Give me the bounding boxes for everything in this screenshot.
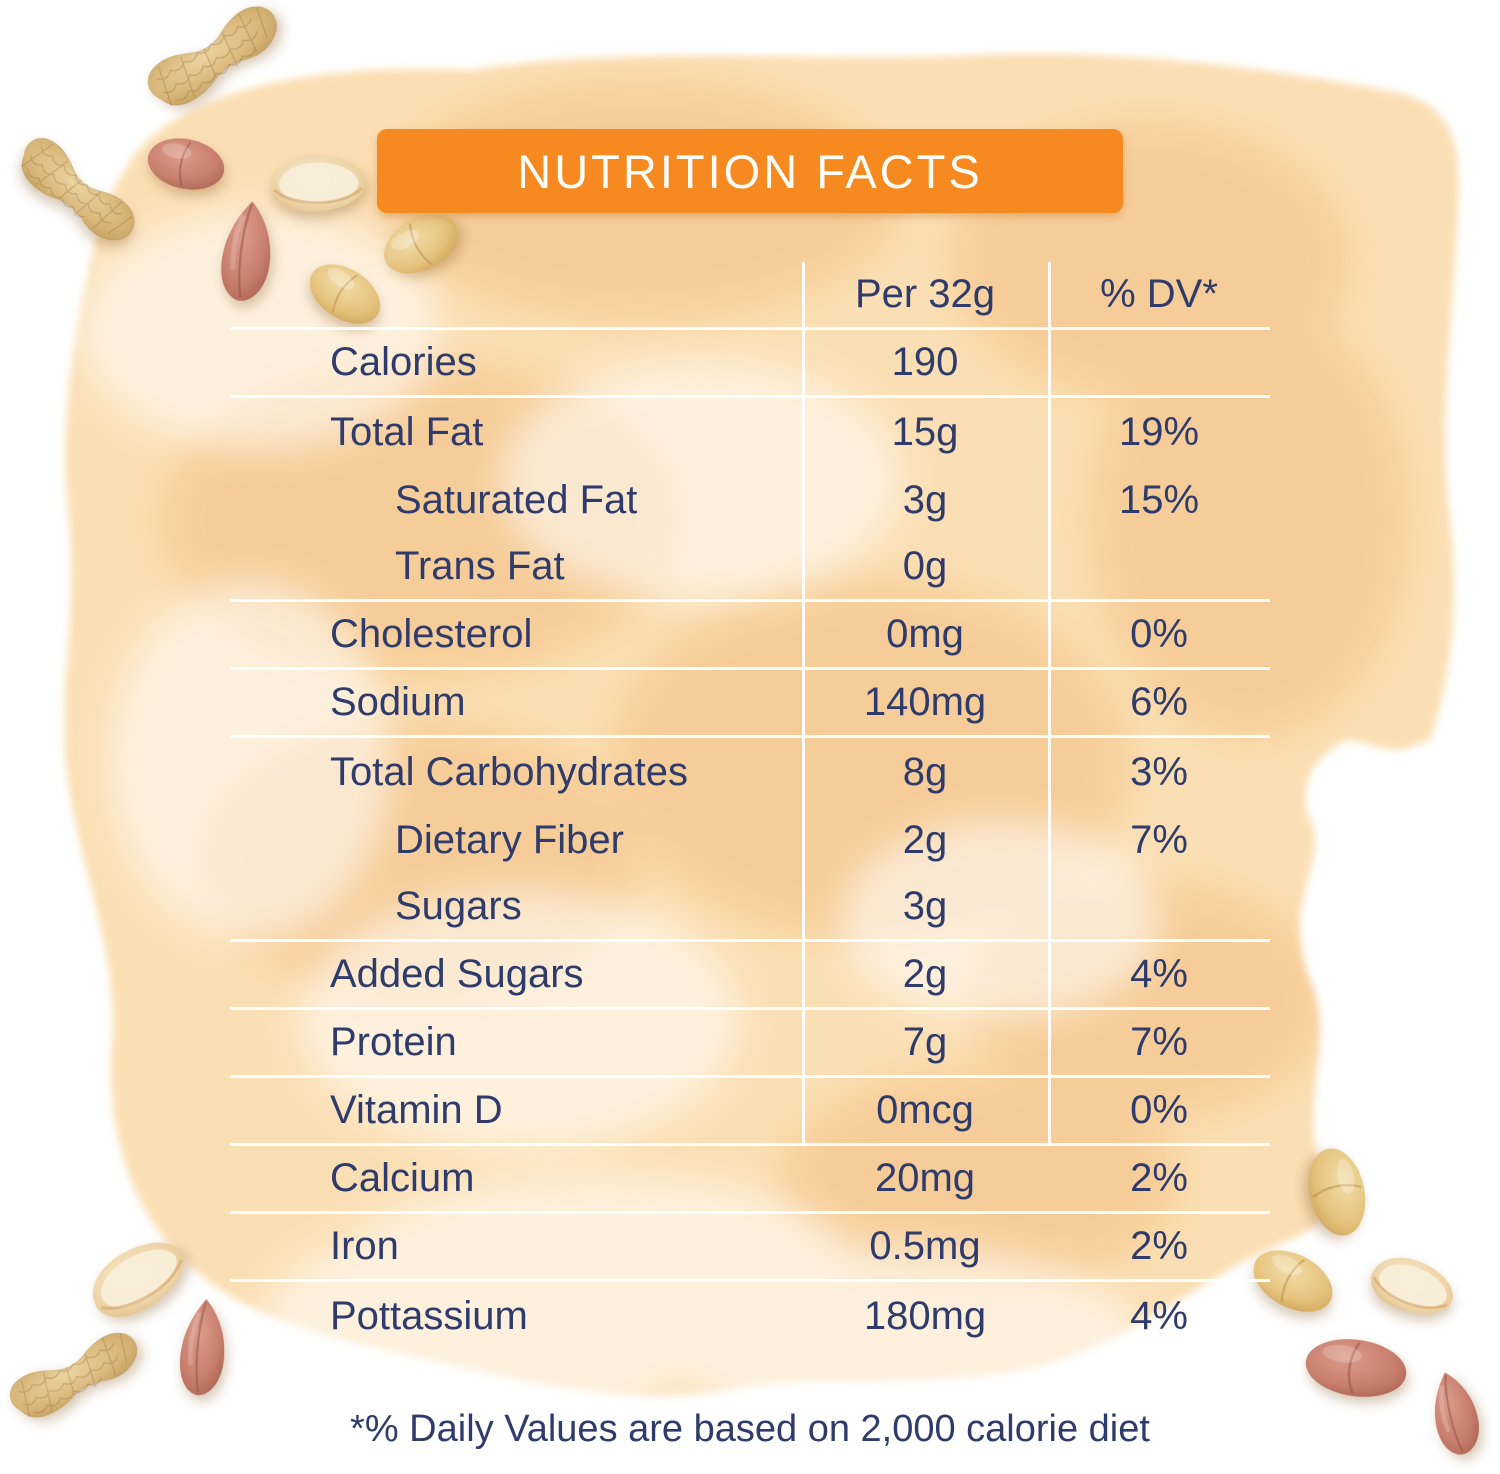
column-header-dv: % DV*: [1100, 272, 1218, 316]
row-label: Saturated Fat: [395, 477, 638, 522]
row-label: Dietary Fiber: [395, 817, 624, 862]
table-row-trans-fat: Trans Fat 0g: [230, 534, 1270, 602]
peanut-shell-image: [126, 0, 299, 129]
row-label: Total Carbohydrates: [330, 749, 688, 794]
peanut-kernel-blanched-image: [1238, 1232, 1348, 1330]
peanut-half-split-image: [260, 139, 377, 225]
table-row-total-fat: Total Fat 15g 19%: [230, 398, 1270, 466]
peanut-kernel-blanched-image: [294, 247, 396, 341]
column-header-serving: Per 32g: [854, 272, 996, 316]
peanut-kernel-blanched-image: [1296, 1138, 1379, 1245]
table-row-sodium: Sodium 140mg 6%: [230, 670, 1270, 738]
peanut-shell-image: [0, 1310, 157, 1438]
row-label: Added Sugars: [330, 952, 584, 996]
row-value: 20mg: [874, 1156, 976, 1200]
peanut-kernel-red-image: [139, 127, 233, 201]
row-dv: 15%: [1118, 477, 1200, 522]
table-row-saturated-fat: Saturated Fat 3g 15%: [230, 466, 1270, 534]
peanut-kernel-red-image: [1414, 1361, 1496, 1465]
row-label: Sugars: [395, 884, 522, 928]
table-row-protein: Protein 7g 7%: [230, 1010, 1270, 1078]
row-value: 180mg: [863, 1293, 987, 1338]
footnote: *% Daily Values are based on 2,000 calor…: [350, 1408, 1150, 1450]
row-value: 8g: [902, 749, 948, 794]
table-row-vitamin-d: Vitamin D 0mcg 0%: [230, 1078, 1270, 1146]
row-value: 2g: [902, 952, 948, 996]
row-label: Iron: [330, 1224, 399, 1268]
table-header-row: Per 32g % DV*: [230, 262, 1270, 330]
row-dv: 4%: [1130, 1293, 1188, 1338]
row-value: 190: [891, 340, 959, 384]
table-row-calcium: Calcium 20mg 2%: [230, 1146, 1270, 1214]
row-dv: 19%: [1118, 409, 1200, 454]
peanut-shell-image: [0, 116, 157, 265]
row-value: 0mcg: [876, 1088, 974, 1132]
row-label: Calories: [330, 340, 477, 384]
peanut-kernel-red-image: [1297, 1328, 1415, 1409]
row-dv: 0%: [1130, 1088, 1188, 1132]
table-row-pottassium: Pottassium 180mg 4%: [230, 1282, 1270, 1350]
row-dv: 2%: [1130, 1156, 1188, 1200]
row-value: 140mg: [863, 680, 987, 724]
nutrition-table: Per 32g % DV* Calories 190 Total Fat 15g…: [230, 262, 1270, 1350]
row-value: 7g: [902, 1020, 948, 1064]
row-value: 0.5mg: [869, 1224, 981, 1268]
row-label: Vitamin D: [330, 1088, 503, 1132]
row-value: 0mg: [886, 612, 964, 656]
row-dv: 2%: [1130, 1224, 1188, 1268]
table-row-iron: Iron 0.5mg 2%: [230, 1214, 1270, 1282]
row-value: 3g: [902, 477, 948, 522]
row-dv: 0%: [1130, 612, 1188, 656]
row-label: Trans Fat: [395, 544, 565, 588]
peanut-kernel-red-image: [167, 1292, 238, 1402]
row-dv: 7%: [1130, 817, 1188, 862]
table-row-total-carbohydrates: Total Carbohydrates 8g 3%: [230, 738, 1270, 806]
page-title: NUTRITION FACTS: [517, 144, 983, 198]
table-row-sugars: Sugars 3g: [230, 874, 1270, 942]
column-divider: [802, 262, 805, 1146]
row-label: Calcium: [330, 1156, 475, 1200]
row-label: Protein: [330, 1020, 457, 1064]
row-dv: 6%: [1130, 680, 1188, 724]
peanut-kernel-red-image: [206, 193, 287, 310]
row-dv: 7%: [1130, 1020, 1188, 1064]
row-dv: 4%: [1130, 952, 1188, 996]
row-dv: 3%: [1130, 749, 1188, 794]
title-banner: NUTRITION FACTS: [377, 129, 1123, 213]
row-label: Total Fat: [330, 409, 484, 454]
peanut-kernel-blanched-image: [369, 197, 473, 290]
column-divider: [1048, 262, 1051, 1146]
row-label: Sodium: [330, 680, 466, 724]
row-value: 15g: [891, 409, 959, 454]
table-row-dietary-fiber: Dietary Fiber 2g 7%: [230, 806, 1270, 874]
table-row-added-sugars: Added Sugars 2g 4%: [230, 942, 1270, 1010]
row-value: 0g: [902, 544, 948, 588]
peanut-half-split-image: [1355, 1232, 1471, 1337]
row-value: 3g: [902, 884, 948, 928]
row-label: Cholesterol: [330, 612, 533, 656]
row-value: 2g: [902, 817, 948, 862]
peanut-half-split-image: [70, 1220, 205, 1334]
table-row-calories: Calories 190: [230, 330, 1270, 398]
table-row-cholesterol: Cholesterol 0mg 0%: [230, 602, 1270, 670]
row-label: Pottassium: [330, 1293, 528, 1338]
